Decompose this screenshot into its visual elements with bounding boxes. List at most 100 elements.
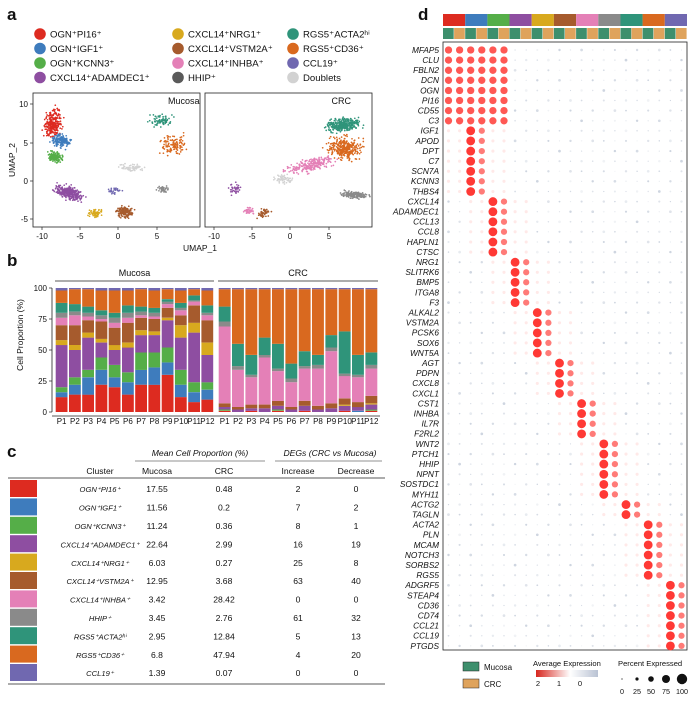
umap-cell — [362, 124, 365, 127]
dot-mark — [580, 584, 583, 587]
dot-mark — [489, 66, 497, 74]
dot-mark — [614, 170, 616, 172]
umap-cell — [178, 142, 181, 144]
dot-cluster-bar — [509, 14, 532, 26]
umap-cell — [61, 125, 64, 128]
bar-segment — [122, 290, 134, 306]
dot-mark — [547, 129, 550, 133]
dot-mark — [680, 291, 683, 293]
dot-mark — [503, 594, 505, 597]
umap-cell — [73, 190, 76, 193]
umap-cell — [146, 120, 149, 123]
dot-mark — [447, 534, 450, 536]
dot-mark — [680, 301, 683, 304]
umap-cell — [349, 152, 351, 155]
table-cell-mucosa: 6.03 — [149, 558, 166, 568]
umap-cell — [311, 160, 314, 163]
bar-segment — [55, 340, 68, 346]
bar-segment — [161, 304, 174, 308]
dot-mark — [467, 106, 475, 115]
bar-segment — [338, 398, 351, 405]
bar-segment — [312, 288, 324, 290]
umap-cell — [337, 120, 339, 122]
umap-cell — [110, 190, 112, 193]
umap-cell — [171, 139, 173, 142]
umap-cell — [232, 189, 235, 192]
umap-cell — [65, 189, 68, 192]
umap-cell — [165, 140, 168, 143]
dot-mark — [636, 200, 638, 203]
umap-cell — [172, 135, 174, 138]
dot-mark — [467, 66, 475, 74]
dot-mark — [444, 106, 453, 115]
dot-mark — [547, 160, 550, 162]
umap-cell — [182, 131, 185, 134]
dot-mark — [547, 514, 550, 516]
dot-mark — [614, 301, 616, 304]
dot-mark — [545, 309, 552, 316]
dot-mark — [470, 261, 472, 263]
dot-mark — [613, 392, 617, 395]
umap-cell — [346, 120, 348, 122]
dot-mark — [680, 49, 683, 51]
dot-mark — [447, 412, 450, 415]
dot-group-bar — [487, 28, 499, 39]
dot-mark — [558, 119, 561, 123]
dot-mark — [658, 442, 661, 446]
dot-mark — [447, 371, 450, 375]
dot-mark — [547, 483, 550, 486]
umap-cell — [329, 123, 332, 126]
dot-mark — [447, 332, 450, 334]
umap-cell — [82, 194, 85, 197]
dot-mark — [536, 594, 538, 597]
dot-mark — [547, 190, 550, 193]
umap-x-tick: 0 — [116, 232, 121, 241]
dot-mark — [567, 370, 574, 377]
bar-segment — [285, 407, 298, 410]
dot-mark — [678, 642, 685, 650]
umap-cell — [358, 158, 361, 160]
dot-mark — [625, 231, 627, 233]
bar-x-tick: P6 — [286, 417, 296, 426]
dot-mark — [613, 513, 617, 517]
dot-gene-label: CD36 — [418, 600, 440, 610]
umap-cell — [52, 114, 55, 117]
dot-gene-label: CTSC — [416, 247, 440, 257]
umap-cell — [69, 192, 72, 195]
dot-mark — [447, 463, 450, 465]
dot-mark — [580, 624, 583, 627]
dot-mark — [470, 443, 472, 445]
dot-mark — [580, 89, 583, 92]
dot-mark — [569, 452, 572, 456]
bar-segment — [122, 312, 134, 318]
dot-cluster-bar — [664, 14, 687, 26]
bar-segment — [82, 377, 94, 395]
umap-cell — [58, 122, 60, 125]
dot-mark — [669, 99, 672, 102]
dot-mark — [680, 251, 683, 253]
dot-mark — [680, 150, 683, 152]
umap-cell — [318, 156, 320, 159]
umap-cell — [127, 217, 130, 220]
umap-cell — [337, 147, 340, 149]
dot-mark — [489, 86, 497, 95]
umap-cell — [125, 207, 128, 210]
table-row-swatch — [10, 608, 37, 626]
dot-mark — [636, 69, 638, 71]
table-cell-cluster: CXCL14⁺ADAMDEC1⁺ — [61, 540, 141, 549]
dot-mark — [603, 604, 605, 607]
dot-mark — [525, 483, 528, 486]
bar-segment — [201, 320, 214, 343]
umap-cell — [54, 158, 56, 161]
umap-cell — [69, 191, 71, 193]
umap-cell — [251, 207, 254, 210]
dot-mark — [467, 86, 475, 95]
dot-mark — [492, 503, 494, 506]
dot-mark — [680, 352, 683, 354]
dot-mark — [469, 624, 473, 628]
umap-cell — [318, 166, 320, 168]
pct-dot — [662, 675, 670, 683]
dot-mark — [481, 534, 483, 536]
umap-cell — [307, 167, 310, 170]
